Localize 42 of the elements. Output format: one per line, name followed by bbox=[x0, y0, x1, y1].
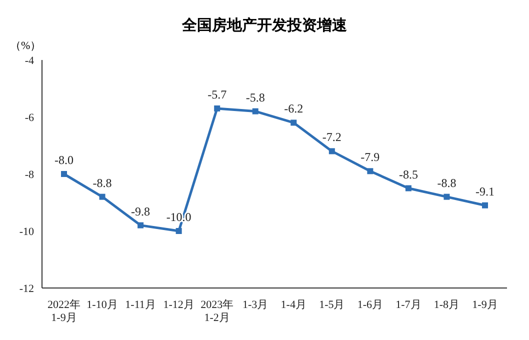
data-label: -9.8 bbox=[131, 204, 150, 218]
point bbox=[367, 168, 374, 174]
point bbox=[444, 194, 450, 200]
point bbox=[99, 194, 106, 200]
data-label: -5.7 bbox=[208, 87, 227, 102]
data-label: -8.5 bbox=[398, 167, 418, 182]
point bbox=[214, 105, 220, 112]
y-tick-label: -8 bbox=[24, 168, 34, 181]
y-axis-title: （%） bbox=[10, 39, 42, 53]
x-tick-label: 2022年 1-9月 bbox=[48, 299, 80, 324]
y-tick-label: -6 bbox=[24, 112, 34, 124]
point bbox=[290, 120, 297, 126]
x-tick-label: 1-5月 bbox=[319, 299, 345, 311]
point bbox=[328, 148, 335, 154]
x-tick-label: 1-12月 bbox=[163, 299, 194, 311]
data-label: -5.8 bbox=[246, 90, 265, 104]
x-tick-label: 1-4月 bbox=[280, 299, 306, 311]
data-label: -7.2 bbox=[322, 130, 342, 144]
x-tick-label: 1-10月 bbox=[86, 299, 118, 311]
point bbox=[252, 108, 258, 114]
y-tick-label: -12 bbox=[19, 282, 34, 295]
x-tick-label: 1-7月 bbox=[396, 299, 422, 311]
data-label: -7.9 bbox=[360, 150, 380, 164]
x-tick-label: 1-8月 bbox=[434, 299, 460, 311]
data-label: -6.2 bbox=[284, 102, 304, 116]
point bbox=[405, 185, 412, 192]
x-tick-label: 1-9月 bbox=[472, 299, 498, 311]
y-tick-label: -4 bbox=[24, 54, 34, 67]
data-label: -9.1 bbox=[476, 184, 494, 198]
data-label: -8.8 bbox=[437, 176, 456, 190]
chart-title: 全国房地产开发投资增速 bbox=[180, 16, 348, 35]
point bbox=[482, 202, 488, 208]
x-tick-label: 1-3月 bbox=[242, 299, 268, 311]
point bbox=[138, 222, 144, 228]
x-tick-label: 2023年 1-2月 bbox=[200, 299, 234, 324]
y-tick-label: -10 bbox=[19, 226, 34, 238]
data-label: -8.0 bbox=[54, 153, 74, 167]
x-tick-label: 1-6月 bbox=[357, 299, 384, 311]
x-tick-label: 1-11月 bbox=[125, 299, 156, 311]
point bbox=[176, 228, 182, 234]
data-label: -8.8 bbox=[92, 176, 112, 190]
point bbox=[61, 171, 67, 177]
